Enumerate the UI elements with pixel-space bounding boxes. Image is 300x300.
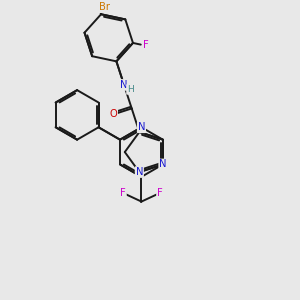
Text: H: H <box>127 85 134 94</box>
Text: F: F <box>157 188 163 198</box>
Text: N: N <box>136 167 143 177</box>
Text: F: F <box>120 188 126 198</box>
Text: N: N <box>120 80 128 90</box>
Text: Br: Br <box>99 2 110 12</box>
Text: N: N <box>159 159 167 170</box>
Text: O: O <box>110 110 117 119</box>
Text: N: N <box>138 122 145 132</box>
Text: F: F <box>143 40 149 50</box>
